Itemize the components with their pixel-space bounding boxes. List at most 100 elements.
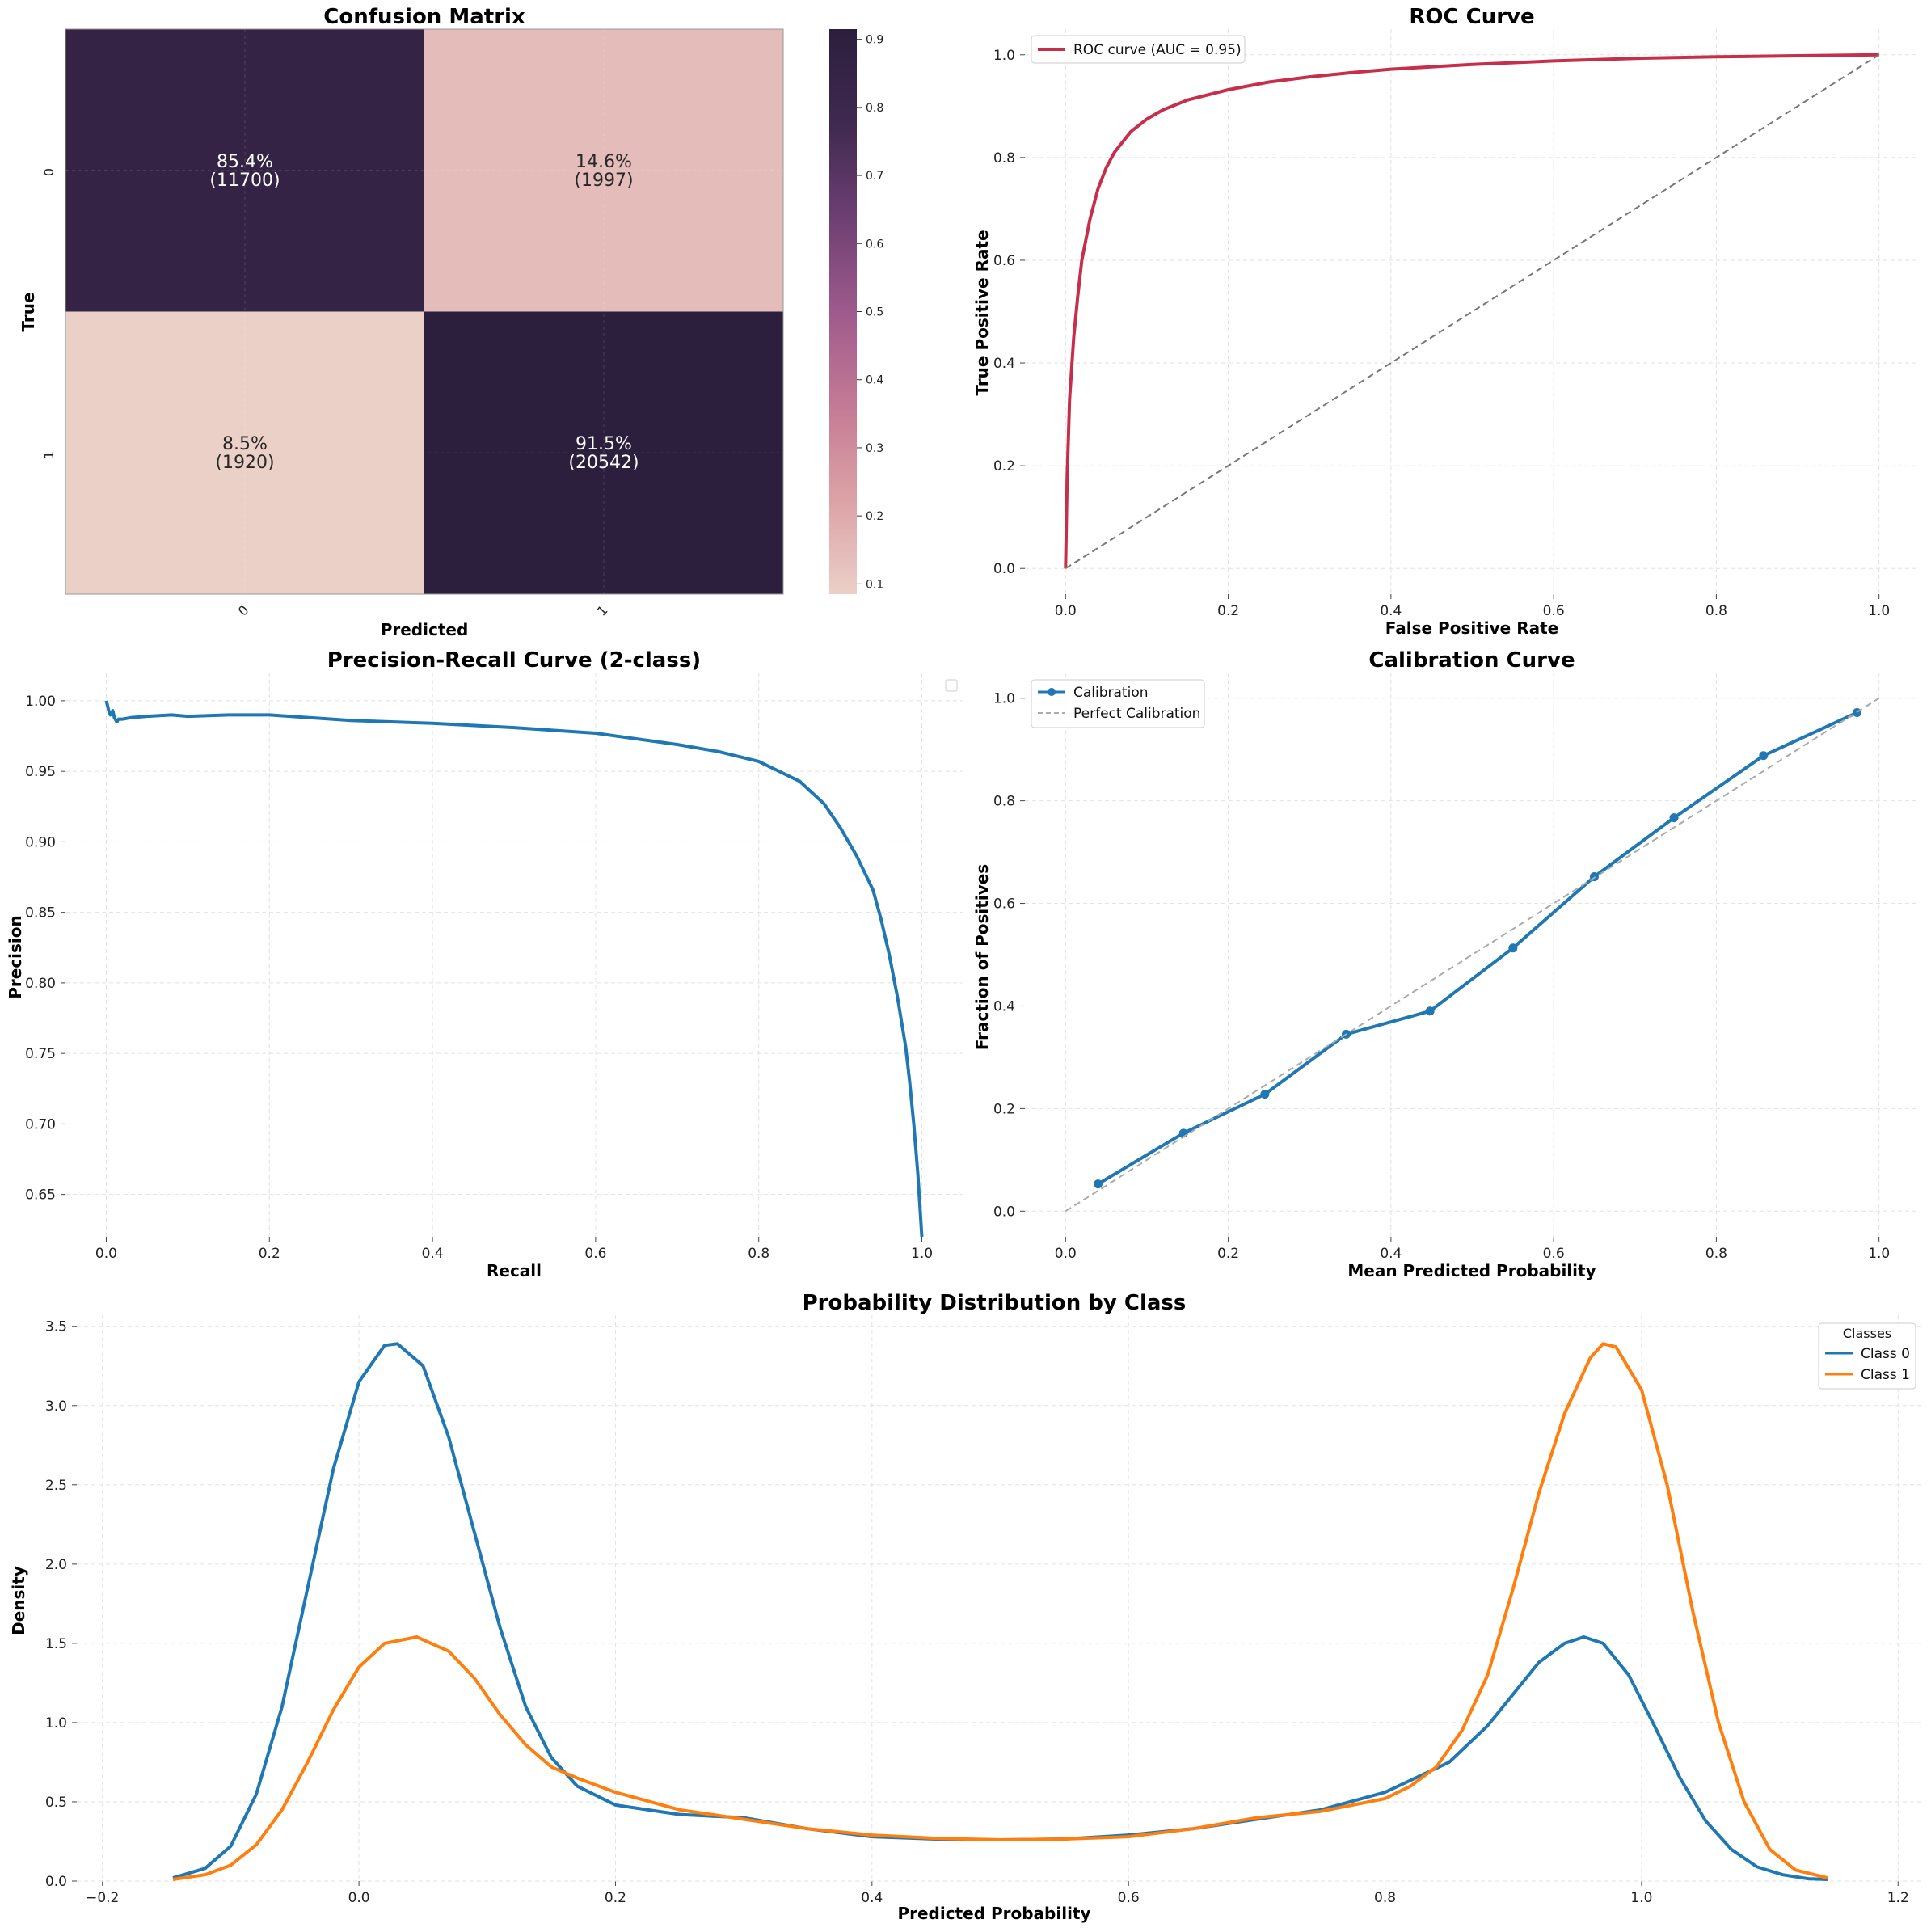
pr-y-tick-label: 0.70 xyxy=(25,1116,56,1133)
roc-series-0-line xyxy=(1064,53,1879,569)
calibration-x-tick-label: 0.2 xyxy=(1217,1246,1239,1262)
density-y-tick-label: 3.5 xyxy=(45,1319,67,1335)
roc-y-tick-label: 0.8 xyxy=(993,150,1015,167)
pr-y-tick-label: 0.75 xyxy=(25,1046,56,1062)
density-y-tick-label: 1.5 xyxy=(45,1636,67,1652)
pr-x-label: Recall xyxy=(487,1261,542,1280)
cell-0-1-count: (1997) xyxy=(574,171,633,191)
cm-y-tick-0: 0 xyxy=(41,168,57,176)
density-axes: −0.2 0.0 0.2 0.4 0.6 0.8 1.0 1.2 0.0 0.5 1.0 1.5 2.0… xyxy=(45,1315,1924,1906)
roc-x-label: False Positive Rate xyxy=(1385,618,1558,638)
cell-0-0-pct: 85.4% xyxy=(217,152,273,172)
pr-legend-box-empty xyxy=(945,679,958,692)
pr-series-0-line xyxy=(104,700,924,1238)
calibration-y-tick-label: 0.6 xyxy=(993,896,1015,913)
colorbar xyxy=(829,29,857,594)
density-x-tick-label: 1.2 xyxy=(1887,1890,1909,1906)
roc-y-tick-label: 1.0 xyxy=(993,48,1015,64)
colorbar-tick-label: 0.9 xyxy=(866,34,883,47)
roc-x-tick-label: 0.0 xyxy=(1055,603,1077,619)
roc-title: ROC Curve xyxy=(1409,5,1534,29)
roc-x-tick-label: 0.2 xyxy=(1217,603,1239,619)
roc-panel: ROC Curve 0.0 0.2 0.4 0.6 0.8 1.0 0.0 0.2 0.4 0.6… xyxy=(972,5,1920,638)
cell-1-1-count: (20542) xyxy=(568,453,639,473)
cm-y-label: True xyxy=(19,292,38,331)
density-x-tick-label: 0.2 xyxy=(605,1890,626,1906)
colorbar-tick-label: 0.8 xyxy=(866,102,883,115)
density-y-tick-label: 1.0 xyxy=(45,1715,67,1732)
density-y-tick-label: 0.5 xyxy=(45,1795,67,1811)
roc-lines xyxy=(1064,53,1880,570)
roc-x-tick-label: 0.8 xyxy=(1705,603,1727,619)
density-panel: Probability Distribution by Class −0.2 0.… xyxy=(9,1291,1924,1923)
calibration-axes: 0.0 0.2 0.4 0.6 0.8 1.0 0.0 0.2 0.4 0.6 0.8 1.0 xyxy=(993,673,1920,1262)
confusion-matrix-title: Confusion Matrix xyxy=(323,5,525,29)
calibration-y-label: Fraction of Positives xyxy=(972,864,992,1050)
cm-x-tick-1: 1 xyxy=(594,602,611,619)
pr-y-label: Precision xyxy=(6,915,25,999)
density-y-label: Density xyxy=(9,1566,28,1635)
density-legend-title: Classes xyxy=(1843,1326,1891,1341)
density-y-tick-label: 0.0 xyxy=(45,1874,67,1890)
density-x-tick-label: −0.2 xyxy=(86,1890,119,1906)
class-0-legend-label: Class 0 xyxy=(1861,1346,1910,1362)
pr-x-tick-label: 0.0 xyxy=(95,1246,117,1262)
calibration-series-0-point xyxy=(1260,1090,1270,1099)
calibration-legend-marker xyxy=(1048,688,1056,696)
calibration-panel: Calibration Curve 0.0 0.2 0.4 0.6 0.8 1.00.00… xyxy=(972,648,1920,1280)
pr-x-tick-label: 0.4 xyxy=(422,1246,444,1262)
pr-axes: 0.0 0.2 0.4 0.6 0.8 1.0 0.65 0.70 0.75 0.80 0.85 0.… xyxy=(25,673,963,1262)
calibration-series-0-point xyxy=(1669,813,1679,823)
cell-0-0-count: (11700) xyxy=(209,171,280,191)
calibration-series-0-point xyxy=(1425,1006,1435,1016)
colorbar-tick-label: 0.3 xyxy=(866,442,883,455)
colorbar-tick-label: 0.6 xyxy=(866,238,883,251)
colorbar-tick-label: 0.4 xyxy=(866,374,883,387)
calibration-x-tick-label: 1.0 xyxy=(1868,1246,1890,1262)
cell-1-0-count: (1920) xyxy=(215,453,274,473)
density-title: Probability Distribution by Class xyxy=(803,1291,1187,1315)
cm-cell-0-1 xyxy=(424,29,783,312)
roc-legend: ROC curve (AUC = 0.95) xyxy=(1031,35,1246,64)
pr-x-tick-label: 0.2 xyxy=(259,1246,280,1262)
cell-1-0-pct: 8.5% xyxy=(222,434,268,454)
calibration-x-tick-label: 0.6 xyxy=(1543,1246,1565,1262)
confusion-matrix-frame xyxy=(65,28,784,595)
calibration-x-tick-label: 0.4 xyxy=(1380,1246,1402,1262)
calibration-y-tick-label: 0.4 xyxy=(993,998,1015,1015)
roc-series-1-line xyxy=(1065,53,1880,570)
cm-x-tick-0: 0 xyxy=(235,602,252,619)
roc-legend-label: ROC curve (AUC = 0.95) xyxy=(1073,42,1242,58)
density-x-tick-label: 0.6 xyxy=(1118,1890,1140,1906)
density-series-1-line xyxy=(172,1342,1828,1881)
roc-y-label: True Positive Rate xyxy=(972,230,992,395)
density-x-tick-label: 0.4 xyxy=(861,1890,883,1906)
pr-y-tick-label: 0.90 xyxy=(25,834,56,850)
pr-x-tick-label: 1.0 xyxy=(911,1246,933,1262)
density-series-0-line xyxy=(172,1342,1828,1881)
cm-cell-0-0 xyxy=(65,29,424,312)
roc-y-tick-label: 0.0 xyxy=(993,561,1015,577)
density-y-tick-label: 2.5 xyxy=(45,1478,67,1494)
pr-title: Precision-Recall Curve (2-class) xyxy=(327,648,701,673)
colorbar-tick-label: 0.1 xyxy=(866,578,883,591)
pr-x-tick-label: 0.8 xyxy=(748,1246,769,1262)
calibration-x-label: Mean Predicted Probability xyxy=(1347,1261,1596,1280)
calibration-y-tick-label: 1.0 xyxy=(993,691,1015,707)
pr-x-tick-label: 0.6 xyxy=(584,1246,606,1262)
colorbar-tick-label: 0.7 xyxy=(866,170,883,183)
density-legend-box xyxy=(1818,1322,1916,1390)
colorbar-tick-label: 0.5 xyxy=(866,306,883,319)
cm-cell-1-1 xyxy=(424,311,783,594)
confusion-matrix-cells xyxy=(65,29,783,594)
calibration-series-0-point xyxy=(1759,751,1769,761)
density-x-tick-label: 1.0 xyxy=(1630,1890,1652,1906)
colorbar-tick-label: 0.2 xyxy=(866,510,883,523)
calibration-legend: Calibration Perfect Calibration xyxy=(1031,679,1205,728)
confusion-matrix-panel: Confusion Matrix 85.4% (11700) 14.6% (19… xyxy=(19,5,883,639)
density-x-tick-label: 0.8 xyxy=(1374,1890,1396,1906)
class-1-legend-label: Class 1 xyxy=(1861,1367,1910,1383)
calibration-series-1-line xyxy=(1065,697,1880,1213)
roc-y-tick-label: 0.4 xyxy=(993,356,1015,372)
